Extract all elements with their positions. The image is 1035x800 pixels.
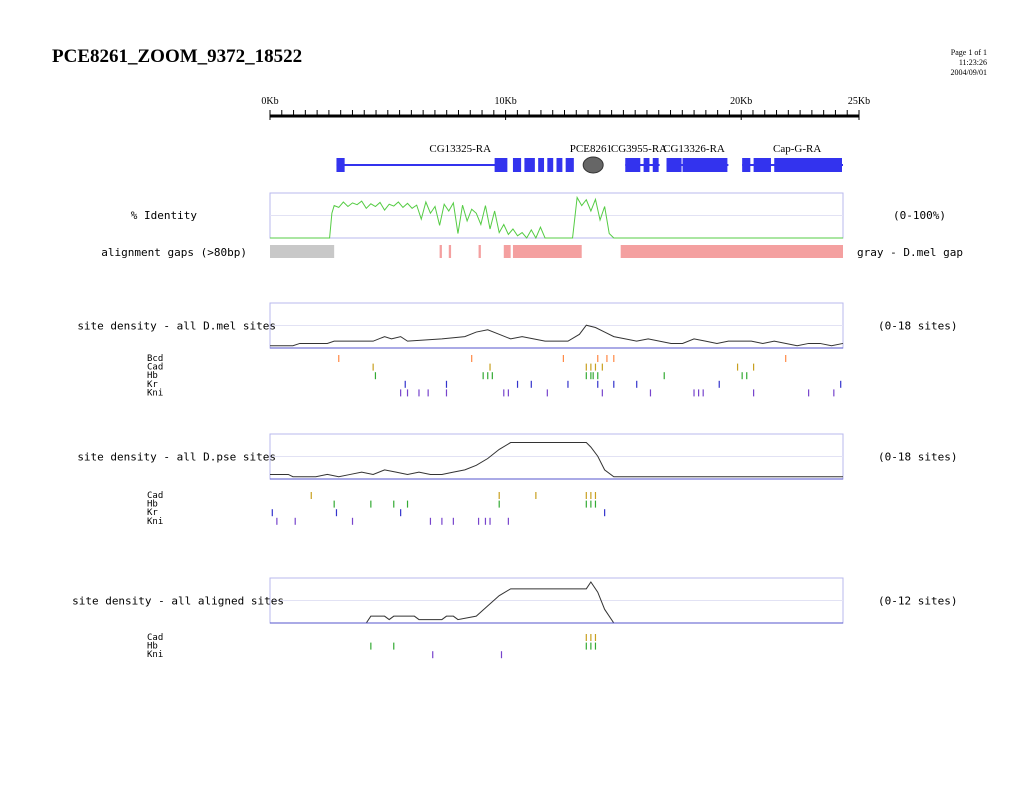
- gene-exon: [538, 158, 545, 172]
- enhancer-oval: [582, 156, 604, 174]
- density-range-label: (0-18 sites): [878, 451, 957, 464]
- density-track-aligned: site density - all aligned sites (0-12 si…: [72, 577, 957, 660]
- gene-label: CG13326-RA: [663, 143, 725, 155]
- gene-exon: [625, 158, 641, 172]
- factor-label-kni: Kni: [147, 388, 163, 398]
- factor-label-kr: Kr: [147, 508, 158, 518]
- page-title: PCE8261_ZOOM_9372_18522: [52, 46, 303, 67]
- gene-exon: [666, 158, 682, 172]
- gene-label: CG13325-RA: [429, 143, 491, 155]
- gene-exon: [682, 158, 728, 172]
- gene-exon: [565, 158, 574, 172]
- gap-segment-gray: [270, 245, 335, 258]
- density-label: site density - all aligned sites: [72, 595, 284, 608]
- factor-label-hb: Hb: [147, 371, 158, 381]
- density-track-dmel: site density - all D.mel sites (0-18 site…: [77, 302, 957, 398]
- factor-label-bcd: Bcd: [147, 354, 163, 364]
- factor-label-kni: Kni: [147, 650, 163, 660]
- gaps-label: alignment gaps (>80bp): [101, 246, 247, 259]
- factor-label-kni: Kni: [147, 517, 163, 527]
- alignment-gaps-track: alignment gaps (>80bp) gray - D.mel gap: [101, 245, 963, 259]
- ruler-tick-label: 20Kb: [730, 96, 752, 107]
- identity-line: [270, 195, 843, 240]
- density-track-dpse: site density - all D.pse sites (0-18 site…: [77, 433, 957, 527]
- factor-label-cad: Cad: [147, 633, 163, 643]
- density-line: [270, 324, 844, 347]
- kb-ruler: 0Kb 10Kb 20Kb 25Kb: [261, 96, 870, 120]
- density-line: [270, 581, 843, 624]
- density-range-label: (0-18 sites): [878, 320, 957, 333]
- gene-exon: [556, 158, 563, 172]
- print-time: 11:23:26: [958, 58, 987, 67]
- gene-exon: [652, 158, 659, 172]
- gap-segment-pink: [512, 245, 582, 258]
- gene-exon: [774, 158, 842, 172]
- factor-label-cad: Cad: [147, 363, 163, 373]
- gap-segment-pink: [503, 245, 511, 258]
- gene-exon: [512, 158, 522, 172]
- gap-segment-pink: [439, 245, 442, 258]
- site-density-tracks: site density - all D.mel sites (0-18 site…: [72, 302, 957, 660]
- page-number: Page 1 of 1: [950, 48, 987, 57]
- gene-exon: [336, 158, 345, 172]
- gap-segment-pink: [620, 245, 843, 258]
- identity-track: % Identity (0-100%): [131, 192, 946, 240]
- gene-exon: [524, 158, 535, 172]
- gene-exon: [753, 158, 771, 172]
- gene-label: Cap-G-RA: [773, 143, 821, 155]
- gene-exon: [494, 158, 508, 172]
- identity-label: % Identity: [131, 209, 198, 222]
- gene-exon: [547, 158, 554, 172]
- factor-label-hb: Hb: [147, 642, 158, 652]
- gene-exon: [742, 158, 751, 172]
- print-date: 2004/09/01: [950, 68, 987, 77]
- ruler-tick-label: 25Kb: [848, 96, 870, 107]
- density-range-label: (0-12 sites): [878, 595, 957, 608]
- density-label: site density - all D.pse sites: [77, 451, 276, 464]
- ruler-tick-label: 0Kb: [261, 96, 278, 107]
- gene-label: PCE8261: [570, 143, 612, 155]
- ruler-tick-label: 10Kb: [494, 96, 516, 107]
- identity-range-label: (0-100%): [893, 209, 946, 222]
- gene-label: CG3955-RA: [611, 143, 667, 155]
- density-label: site density - all D.mel sites: [77, 320, 276, 333]
- gap-segment-pink: [448, 245, 452, 258]
- factor-label-hb: Hb: [147, 500, 158, 510]
- density-line: [270, 442, 843, 478]
- gene-exon: [643, 158, 650, 172]
- factor-label-kr: Kr: [147, 380, 158, 390]
- gaps-legend: gray - D.mel gap: [857, 246, 963, 259]
- factor-label-cad: Cad: [147, 491, 163, 501]
- gap-segment-pink: [478, 245, 481, 258]
